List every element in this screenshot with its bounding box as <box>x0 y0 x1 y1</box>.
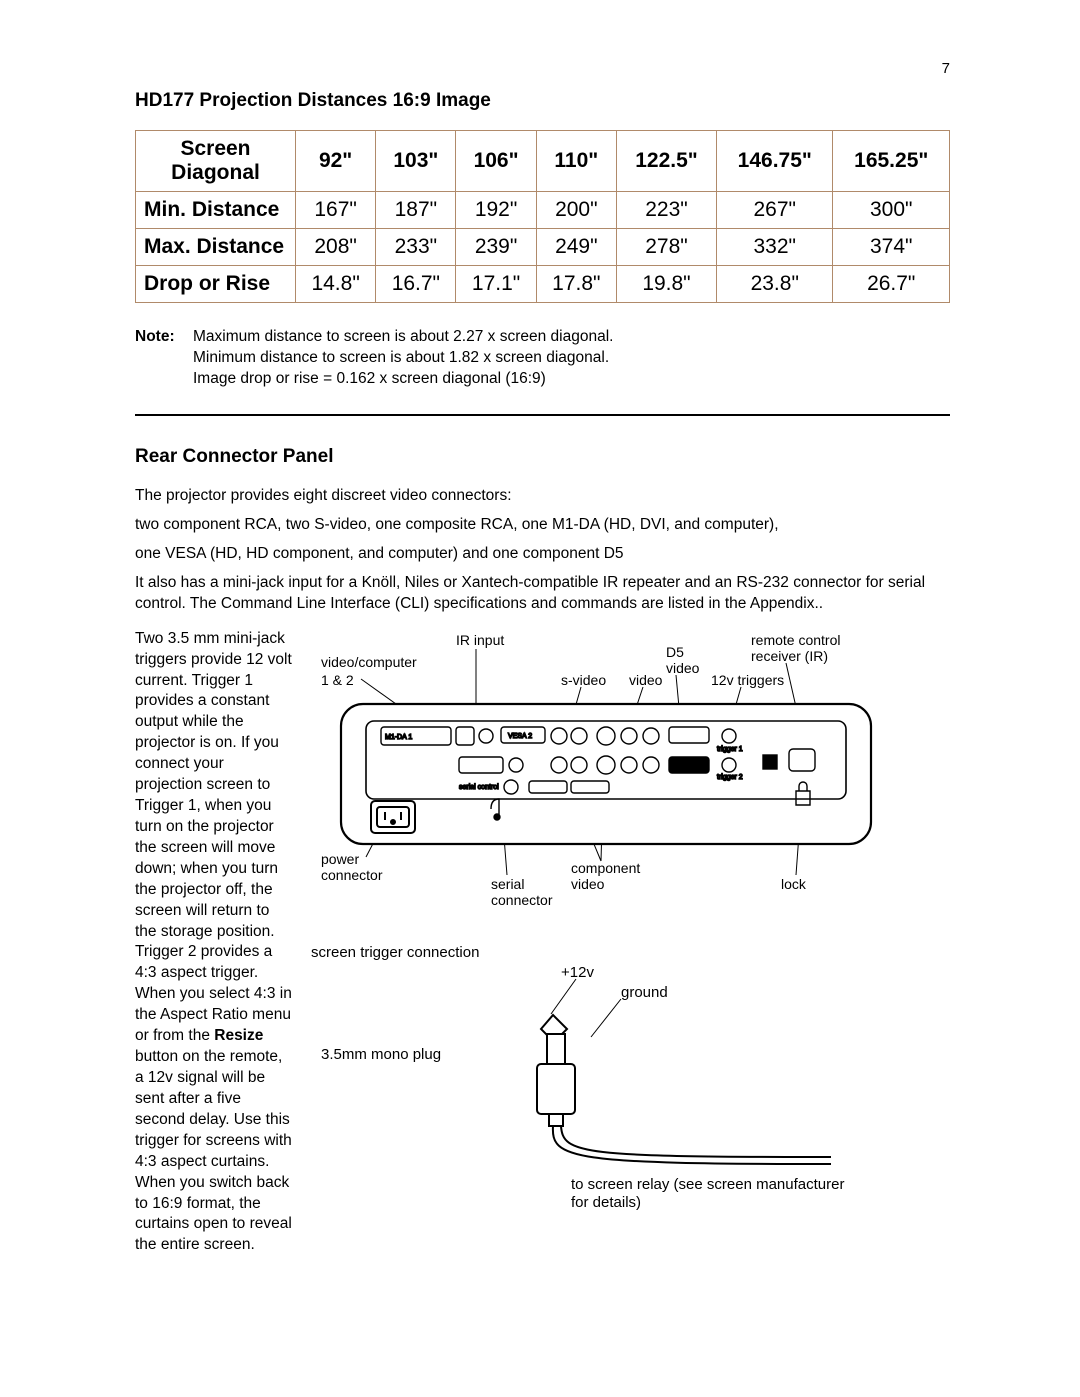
cell: 208" <box>296 229 376 266</box>
col-1: 103" <box>376 131 456 192</box>
label-power: power <box>321 851 359 867</box>
label-ir-input: IR input <box>456 632 504 648</box>
cell: 332" <box>717 229 833 266</box>
label-video-computer: video/computer <box>321 654 417 670</box>
col-2: 106" <box>456 131 536 192</box>
side-paragraph: Two 3.5 mm mini-jack triggers provide 12… <box>135 629 293 1257</box>
rear-panel-diagram: IR input video/computer 1 & 2 s-video vi… <box>311 629 931 939</box>
label-plug: 3.5mm mono plug <box>321 1046 441 1063</box>
cell: 23.8" <box>717 266 833 303</box>
small-label-m1da: M1-DA 1 <box>385 734 412 741</box>
row-label: Drop or Rise <box>136 266 296 303</box>
cell: 200" <box>536 192 616 229</box>
col-0: 92" <box>296 131 376 192</box>
label-lock: lock <box>781 876 807 892</box>
cell: 187" <box>376 192 456 229</box>
cell: 374" <box>833 229 950 266</box>
label-12v: +12v <box>561 964 594 981</box>
note-label: Note: <box>135 327 193 390</box>
col-6: 165.25" <box>833 131 950 192</box>
label-d5: D5 <box>666 644 684 660</box>
cell: 192" <box>456 192 536 229</box>
note-line: Maximum distance to screen is about 2.27… <box>193 327 613 348</box>
label-ground: ground <box>621 984 668 1001</box>
table-header-row: ScreenDiagonal 92" 103" 106" 110" 122.5"… <box>136 131 950 192</box>
small-label-vesa: VESA 2 <box>508 733 532 740</box>
label-serial: serial <box>491 876 524 892</box>
label-receiver: receiver (IR) <box>751 648 828 664</box>
label-component-video: video <box>571 876 605 892</box>
note-line: Minimum distance to screen is about 1.82… <box>193 348 613 369</box>
section2-title: Rear Connector Panel <box>135 446 950 468</box>
cell: 267" <box>717 192 833 229</box>
small-label-serial-ctrl: serial control <box>459 784 499 791</box>
cell: 14.8" <box>296 266 376 303</box>
table-row: Drop or Rise 14.8" 16.7" 17.1" 17.8" 19.… <box>136 266 950 303</box>
label-component: component <box>571 860 640 876</box>
small-label-trigger1: trigger 1 <box>717 746 743 753</box>
distance-table: ScreenDiagonal 92" 103" 106" 110" 122.5"… <box>135 130 950 303</box>
cell: 300" <box>833 192 950 229</box>
label-relay-2: for details) <box>571 1194 641 1211</box>
cell: 278" <box>616 229 716 266</box>
table-header-diagonal: ScreenDiagonal <box>136 131 296 192</box>
cell: 167" <box>296 192 376 229</box>
cell: 17.8" <box>536 266 616 303</box>
col-5: 146.75" <box>717 131 833 192</box>
cell: 16.7" <box>376 266 456 303</box>
table-row: Min. Distance 167" 187" 192" 200" 223" 2… <box>136 192 950 229</box>
body-text: one VESA (HD, HD component, and computer… <box>135 544 950 565</box>
body-text: two component RCA, two S-video, one comp… <box>135 515 950 536</box>
section1-title: HD177 Projection Distances 16:9 Image <box>135 90 950 112</box>
page-number: 7 <box>942 60 950 77</box>
note-body: Maximum distance to screen is about 2.27… <box>193 327 613 390</box>
cell: 249" <box>536 229 616 266</box>
cell: 17.1" <box>456 266 536 303</box>
note-line: Image drop or rise = 0.162 x screen diag… <box>193 369 613 390</box>
body-text: It also has a mini-jack input for a Knöl… <box>135 573 950 615</box>
cell: 239" <box>456 229 536 266</box>
trigger-diagram: screen trigger connection +12v ground 3.… <box>311 939 931 1219</box>
cell: 19.8" <box>616 266 716 303</box>
cell: 233" <box>376 229 456 266</box>
table-row: Max. Distance 208" 233" 239" 249" 278" 3… <box>136 229 950 266</box>
intro-text: The projector provides eight discreet vi… <box>135 486 950 507</box>
label-1-and-2: 1 & 2 <box>321 672 354 688</box>
label-power-connector: connector <box>321 867 383 883</box>
col-4: 122.5" <box>616 131 716 192</box>
note-block: Note: Maximum distance to screen is abou… <box>135 327 950 390</box>
label-s-video: s-video <box>561 672 606 688</box>
col-3: 110" <box>536 131 616 192</box>
row-label: Min. Distance <box>136 192 296 229</box>
cell: 26.7" <box>833 266 950 303</box>
label-video: video <box>629 672 663 688</box>
trigger-title: screen trigger connection <box>311 944 479 961</box>
label-12v-triggers: 12v triggers <box>711 672 784 688</box>
label-serial-connector: connector <box>491 892 553 908</box>
divider <box>135 414 950 416</box>
row-label: Max. Distance <box>136 229 296 266</box>
cell: 223" <box>616 192 716 229</box>
small-label-trigger2: trigger 2 <box>717 774 743 781</box>
label-relay-1: to screen relay (see screen manufacturer <box>571 1176 844 1193</box>
label-remote: remote control <box>751 632 840 648</box>
label-d5-video: video <box>666 660 700 676</box>
